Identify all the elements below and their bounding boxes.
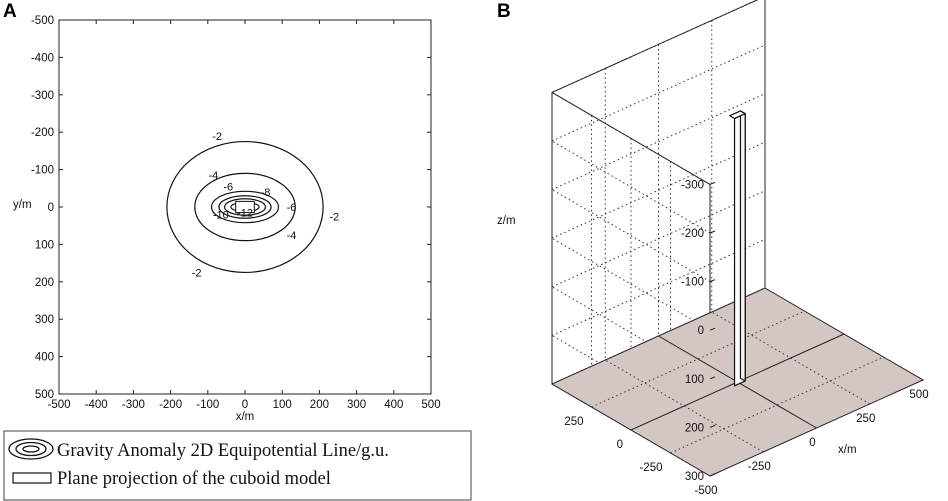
y-tick-label: 0 [617, 439, 623, 451]
contour-label: -12 [237, 208, 253, 220]
grid-line [551, 237, 711, 331]
z-tick-mark [709, 181, 716, 185]
z-tick-label: -100 [681, 277, 704, 289]
cuboid-top-face [729, 110, 746, 120]
x-tick-label: 400 [384, 399, 403, 411]
x-tick-label: -500 [47, 399, 70, 411]
contour-line [166, 140, 324, 274]
y-tick-label: 400 [35, 352, 54, 364]
axis-ticks-a: -500 -400 -300 -200 -100 0 100 200 300 400 500-500… [31, 15, 441, 411]
plane-grid-line [670, 356, 884, 454]
y-tick-label: 300 [35, 314, 54, 326]
cuboid-side-face [739, 110, 746, 382]
y-tick-label: -300 [31, 90, 54, 102]
z-tick-label: -200 [681, 228, 704, 240]
cuboid-legend-icon [12, 472, 52, 484]
y-tick-label: 500 [35, 389, 54, 401]
x-axis-label-b: x/m [838, 444, 857, 456]
legend-box [3, 430, 472, 501]
grid-line [551, 190, 766, 288]
x-tick-label: -200 [159, 399, 182, 411]
grid-line [551, 140, 711, 234]
x-tick-label: -300 [122, 399, 145, 411]
z-tick-mark [709, 327, 716, 331]
x-axis-label-a: x/m [236, 411, 255, 423]
x-tick-label: 200 [310, 399, 329, 411]
x-tick-label: 500 [421, 399, 440, 411]
y-tick-label: -100 [31, 165, 54, 177]
y-tick-label: -400 [31, 52, 54, 64]
z-axis-label-b: z/m [497, 215, 516, 227]
y-tick-label: 100 [35, 239, 54, 251]
contour-line [218, 195, 272, 219]
y-tick-label: 200 [35, 277, 54, 289]
z-tick-label: -300 [681, 179, 704, 191]
legend-label-cuboid: Plane projection of the cuboid model [57, 469, 331, 489]
contour-chart: -500 -400 -300 -200 -100 0 100 200 300 400 500-500… [13, 15, 441, 423]
x-tick-label: 100 [273, 399, 292, 411]
z-tick-mark [709, 473, 716, 477]
z-tick-mark [709, 376, 716, 380]
y-tick-label: 250 [564, 416, 583, 428]
contour-legend-icon [8, 438, 54, 460]
z-tick-label: 100 [685, 374, 704, 386]
z-tick-mark [709, 424, 716, 428]
grid-line [551, 93, 766, 191]
contour-line [210, 190, 280, 224]
contour-label: -6 [287, 202, 297, 214]
x-tick-label: 250 [856, 413, 875, 425]
contour-label: -2 [212, 131, 222, 143]
panel-b-label: B [497, 1, 511, 22]
y-tick-label: -500 [31, 15, 54, 27]
grid-line [551, 44, 766, 142]
z-tick-mark [709, 279, 716, 283]
axis-ticks-b: -300 -200 -100 0 100 200 300 -500 -250 0 250 500 -25… [564, 179, 928, 497]
panel-a-label: A [3, 1, 17, 22]
z-tick-label: 200 [685, 422, 704, 434]
x-tick-label: 0 [809, 437, 815, 449]
x-tick-label: -100 [196, 399, 219, 411]
cuboid-projection [235, 200, 255, 214]
x-tick-label: 500 [909, 389, 928, 401]
3d-chart: -300 -200 -100 0 100 200 300 -500 -250 0 250 500 -25… [497, 0, 929, 497]
x-tick-label: -250 [748, 461, 771, 473]
contour-label: -10 [213, 209, 229, 221]
y-axis-label-a: y/m [13, 199, 32, 211]
frame-edge [551, 0, 759, 93]
legend: Gravity Anomaly 2D Equipotential Line/g.… [3, 430, 472, 501]
x-tick-label: -400 [85, 399, 108, 411]
contour-label: -4 [287, 230, 297, 242]
y-tick-label: -200 [31, 127, 54, 139]
z-tick-label: 300 [685, 471, 704, 483]
cuboid-model [729, 110, 746, 387]
x-tick-label: -500 [694, 485, 717, 497]
contour-label: -2 [329, 211, 339, 223]
contour-label: -2 [192, 267, 202, 279]
x-tick-label: 0 [242, 399, 248, 411]
grid-line [551, 238, 766, 336]
3d-grid [551, 0, 766, 477]
legend-label-contours: Gravity Anomaly 2D Equipotential Line/g.… [57, 441, 389, 461]
contour-label: -8 [261, 187, 271, 199]
y-tick-label: -250 [639, 462, 662, 474]
contour-label: -6 [223, 181, 233, 193]
x-tick-label: 300 [347, 399, 366, 411]
contour-line [223, 198, 267, 216]
z-tick-mark [709, 230, 716, 234]
grid-line [551, 189, 711, 283]
grid-line [551, 286, 711, 380]
z-tick-label: 0 [698, 325, 704, 337]
plane-grid-line [591, 310, 805, 408]
contour-line [194, 172, 296, 242]
frame-edge [551, 91, 711, 185]
y-tick-label: 0 [48, 202, 54, 214]
contour-lines: -2 -2 -2 -4 -4 -6 -6 -8 -10 -12 [166, 131, 339, 279]
contour-label: -4 [208, 170, 218, 182]
grid-line [551, 141, 766, 239]
